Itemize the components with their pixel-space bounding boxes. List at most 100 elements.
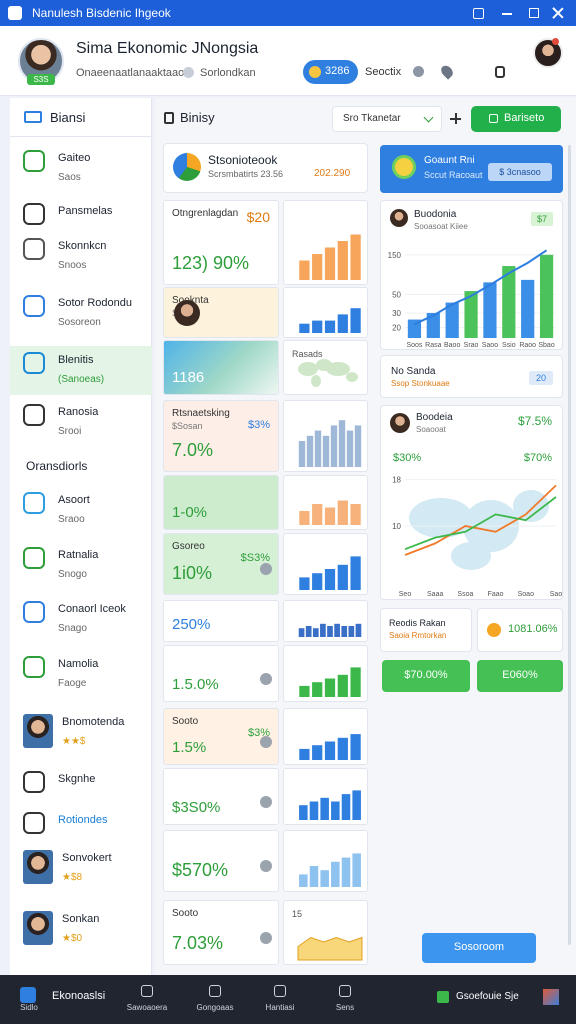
mini-bar — [337, 674, 348, 697]
item-icon[interactable] — [23, 238, 45, 260]
tile-title: Otngrenlagdan — [172, 208, 239, 219]
item-icon[interactable] — [23, 812, 45, 834]
map-region — [311, 375, 321, 387]
nav-label[interactable]: Gongoaas — [196, 1003, 234, 1012]
item-avatar[interactable] — [23, 850, 53, 884]
summary-logo — [173, 153, 201, 181]
item-icon[interactable] — [23, 492, 45, 514]
nav-icon[interactable] — [209, 985, 221, 997]
sidebar-item-label[interactable]: Ranosia — [58, 406, 99, 418]
y-tick-label: 30 — [392, 309, 401, 318]
item-icon[interactable] — [23, 203, 45, 225]
nav-icon[interactable] — [141, 985, 153, 997]
balance-pill[interactable]: 3286 — [303, 60, 358, 84]
item-icon[interactable] — [23, 547, 45, 569]
chart-value: $7.5% — [517, 414, 552, 428]
sidebar-active — [10, 346, 152, 395]
mini-bar — [306, 435, 314, 467]
item-icon[interactable] — [23, 656, 45, 678]
chart-left-label: $30% — [393, 452, 422, 464]
map-region — [409, 498, 473, 538]
mini-bar — [324, 569, 336, 590]
sidebar-item-label[interactable]: Namolia — [58, 658, 99, 670]
tile-chart — [297, 936, 363, 961]
tile: Rtsnaetsking $Sosan $3% 7.0% — [163, 400, 279, 472]
sidebar-item-label[interactable]: Conaorl Iceok — [58, 603, 126, 615]
app-icon — [8, 6, 22, 20]
sidebar-item-label[interactable]: Pansmelas — [58, 205, 113, 217]
x-tick-label: Sao — [550, 591, 563, 598]
sidebar-item-label[interactable]: Skonnkcn — [58, 240, 107, 252]
item-avatar[interactable] — [23, 714, 53, 748]
nav-label[interactable]: Sens — [335, 1003, 355, 1012]
nav-label[interactable]: Sidlo — [20, 1003, 38, 1012]
sidebar-item-label[interactable]: Rotiondes — [58, 814, 108, 826]
nav-icon[interactable] — [274, 985, 286, 997]
sidebar-divider — [10, 136, 152, 137]
item-avatar[interactable] — [23, 911, 53, 945]
nav-label[interactable]: Sawoaoera — [126, 1003, 168, 1012]
minimize-button[interactable] — [502, 13, 512, 15]
sidebar-item-label[interactable]: Asoort — [58, 494, 90, 506]
sidebar-item-label[interactable]: Sonvokert — [62, 852, 112, 864]
sidebar-item-label[interactable]: Ratnalia — [58, 549, 99, 561]
primary-button[interactable]: Bariseto — [471, 106, 561, 132]
map-region — [298, 362, 318, 376]
mini-bar — [299, 685, 310, 697]
bar — [483, 282, 497, 338]
mini-bar — [324, 320, 336, 333]
tile-note: $S3% — [240, 552, 270, 564]
search-label[interactable]: Seoctix — [365, 66, 402, 78]
sidebar-item-label[interactable]: Bnomotenda — [62, 716, 125, 728]
period-select[interactable]: Sro Tkanetar — [332, 106, 442, 132]
tile-value: 1186 — [172, 369, 205, 386]
mini-bar — [337, 500, 348, 525]
close-button[interactable] — [552, 7, 564, 19]
item-icon[interactable] — [23, 352, 45, 374]
nav-label[interactable]: Hantiasi — [265, 1003, 295, 1012]
mini-bar — [309, 866, 319, 887]
mini-bar — [320, 623, 326, 637]
map-region — [513, 490, 549, 522]
stat-button[interactable]: E060% — [477, 660, 563, 692]
sidebar-item-label[interactable]: Gaiteo — [58, 152, 91, 164]
bar-chart-card: Buodonia Sooasoat Kiiee $7 20 30 50 150 Soos Ras… — [380, 200, 563, 350]
tile-value: 1.5.0% — [172, 676, 219, 693]
right-icon — [437, 991, 449, 1003]
stat-button[interactable]: $70.00% — [382, 660, 470, 692]
tile-chart-cell — [283, 645, 368, 702]
tile-chart-cell — [283, 600, 368, 642]
action-button[interactable]: Sosoroom — [422, 933, 536, 963]
tile-chart — [299, 667, 361, 697]
add-icon-v[interactable] — [455, 113, 457, 124]
maximize-button[interactable] — [529, 8, 539, 18]
item-icon[interactable] — [23, 771, 45, 793]
calendar-icon[interactable] — [473, 8, 484, 19]
tile: Sooto $3% 1.5% — [163, 708, 279, 765]
note-title: No Sanda — [391, 366, 436, 377]
sidebar-item-label[interactable]: Skgnhe — [58, 773, 96, 785]
nav-icon[interactable] — [339, 985, 351, 997]
tile-title: Sooto — [172, 908, 199, 919]
settings-icon[interactable] — [495, 66, 505, 78]
account-badge[interactable]: $ 3cnasoo — [488, 163, 552, 181]
thumb-icon — [543, 989, 559, 1005]
location-icon — [183, 67, 194, 78]
sidebar-item-label[interactable]: Blenitis — [58, 354, 94, 366]
bottom-right-label[interactable]: Gsoefouie Sje — [456, 991, 519, 1002]
tile-value: 123) 90% — [172, 253, 250, 273]
sidebar-item-sub: Srooi — [58, 426, 82, 437]
item-icon[interactable] — [23, 601, 45, 623]
tile-chart — [299, 234, 361, 280]
sidebar-item-label[interactable]: Sotor Rodondu — [58, 297, 132, 309]
pill-value: 3286 — [325, 65, 350, 77]
report-icon — [487, 623, 501, 637]
mini-bar — [350, 667, 361, 697]
item-icon[interactable] — [23, 150, 45, 172]
sidebar-item-sub: Saos — [58, 172, 81, 183]
sidebar-item-label[interactable]: Sonkan — [62, 913, 100, 925]
item-icon[interactable] — [23, 295, 45, 317]
button-label: Bariseto — [504, 112, 545, 124]
item-icon[interactable] — [23, 404, 45, 426]
bar — [539, 254, 554, 338]
